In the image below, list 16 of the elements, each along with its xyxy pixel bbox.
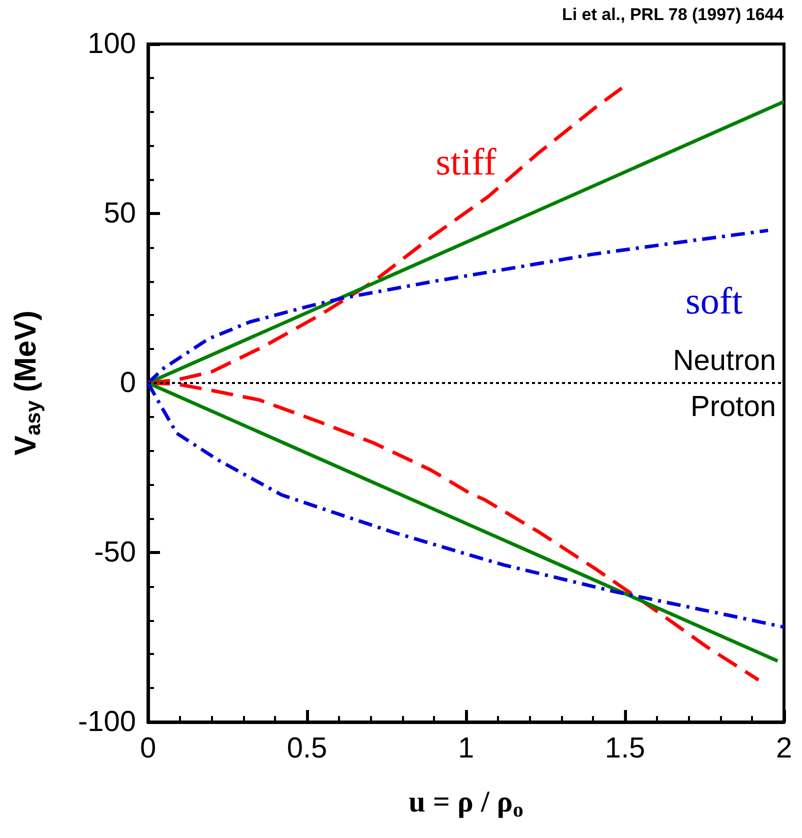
- y-tick-label: 50: [104, 198, 136, 230]
- annotation: Proton: [690, 391, 776, 423]
- x-tick-label: 1.5: [604, 732, 646, 764]
- series-label: stiff: [436, 142, 497, 184]
- x-tick-label: 2: [776, 732, 792, 764]
- x-tick-label: 1: [458, 732, 474, 764]
- y-tick-label: -100: [78, 706, 136, 738]
- series-label: soft: [686, 280, 743, 323]
- x-tick-label: 0: [140, 732, 156, 764]
- y-tick-label: 100: [88, 28, 136, 60]
- x-tick-label: 0.5: [286, 732, 328, 764]
- y-tick-label: -50: [94, 536, 136, 568]
- y-tick-label: 0: [120, 367, 136, 399]
- text: Li et al., PRL 78 (1997) 1644: [562, 5, 784, 24]
- annotation: Neutron: [672, 345, 776, 377]
- y-axis-title: Vasy (MeV): [10, 310, 45, 456]
